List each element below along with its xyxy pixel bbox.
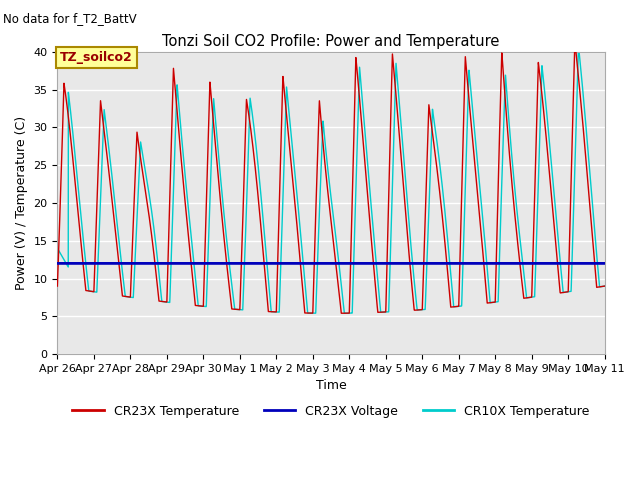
Text: TZ_soilco2: TZ_soilco2 [60, 51, 133, 64]
Y-axis label: Power (V) / Temperature (C): Power (V) / Temperature (C) [15, 116, 28, 290]
Title: Tonzi Soil CO2 Profile: Power and Temperature: Tonzi Soil CO2 Profile: Power and Temper… [163, 34, 500, 49]
Legend: CR23X Temperature, CR23X Voltage, CR10X Temperature: CR23X Temperature, CR23X Voltage, CR10X … [67, 400, 595, 423]
X-axis label: Time: Time [316, 379, 346, 392]
Text: No data for f_T2_BattV: No data for f_T2_BattV [3, 12, 137, 25]
